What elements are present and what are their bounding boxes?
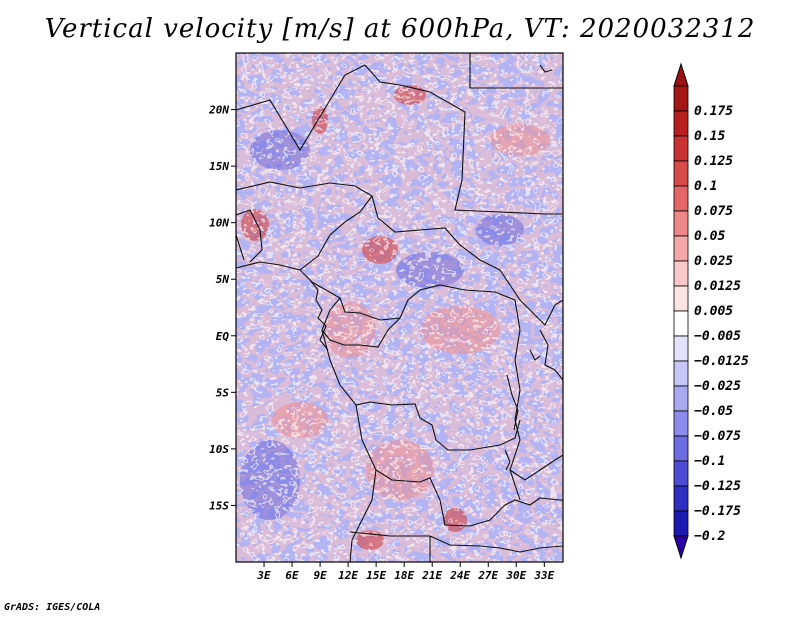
colorbar-level-label: −0.0125 bbox=[694, 354, 749, 369]
colorbar-swatch bbox=[673, 185, 689, 212]
colorbar-swatch bbox=[673, 385, 689, 412]
colorbar-level-label: 0.075 bbox=[694, 204, 733, 219]
lon-tick-label: 21E bbox=[421, 569, 442, 582]
lat-tick-label: 10N bbox=[209, 217, 229, 230]
colorbar-level-label: −0.025 bbox=[694, 379, 741, 394]
colorbar-swatch bbox=[673, 360, 689, 387]
colorbar-swatch bbox=[673, 160, 689, 187]
lon-tick-label: 24E bbox=[449, 569, 470, 582]
colorbar-level-label: −0.05 bbox=[694, 404, 733, 419]
colorbar-level-label: 0.1 bbox=[694, 179, 717, 194]
colorbar-level-label: 0.0125 bbox=[694, 279, 741, 294]
colorbar-level-label: −0.175 bbox=[694, 504, 741, 519]
colorbar-level-label: 0.005 bbox=[694, 304, 733, 319]
colorbar-swatch bbox=[673, 460, 689, 487]
chart-title: Vertical velocity [m/s] at 600hPa, VT: 2… bbox=[44, 14, 756, 44]
colorbar-swatch bbox=[673, 335, 689, 362]
colorbar-swatch bbox=[673, 510, 689, 537]
lat-tick-label: 5N bbox=[216, 273, 230, 286]
lat-tick-label: EQ bbox=[216, 330, 230, 343]
colorbar-level-label: −0.005 bbox=[694, 329, 741, 344]
colorbar-top-triangle bbox=[673, 62, 689, 87]
colorbar-level-label: −0.075 bbox=[694, 429, 741, 444]
lat-tick-label: 15N bbox=[209, 160, 229, 173]
colorbar-level-label: −0.2 bbox=[694, 529, 725, 544]
colorbar-level-label: −0.1 bbox=[694, 454, 725, 469]
lon-tick-label: 18E bbox=[394, 569, 414, 582]
colorbar-swatch bbox=[673, 260, 689, 287]
lon-tick-label: 9E bbox=[313, 569, 327, 582]
colorbar-level-label: 0.05 bbox=[694, 229, 725, 244]
lat-tick-label: 20N bbox=[208, 104, 229, 117]
colorbar-swatch bbox=[673, 135, 689, 162]
colorbar-swatch bbox=[673, 410, 689, 437]
lon-tick-label: 12E bbox=[338, 569, 358, 582]
longitude-axis: 3E 6E 9E 12E 15E 18E 21E 24E 27E 30E 33E bbox=[256, 562, 555, 582]
colorbar-level-label: 0.125 bbox=[694, 154, 733, 169]
velocity-field bbox=[236, 53, 563, 562]
colorbar-swatch bbox=[673, 435, 689, 462]
colorbar-level-label: 0.15 bbox=[694, 129, 725, 144]
colorbar-swatch bbox=[673, 210, 689, 237]
lat-tick-label: 5S bbox=[216, 386, 230, 399]
colorbar-swatch bbox=[673, 485, 689, 512]
colorbar: 0.175 0.15 0.125 0.1 0.075 0.05 0.025 0.0125 0.0… bbox=[673, 62, 749, 560]
footer-credit: GrADS: IGES/COLA bbox=[4, 602, 101, 613]
colorbar-swatch bbox=[673, 85, 689, 112]
colorbar-level-label: 0.175 bbox=[694, 104, 733, 119]
lon-tick-label: 6E bbox=[285, 569, 299, 582]
colorbar-level-label: −0.125 bbox=[694, 479, 741, 494]
country-borders bbox=[236, 53, 563, 562]
lat-tick-label: 15S bbox=[209, 499, 229, 512]
colorbar-swatch bbox=[673, 110, 689, 137]
colorbar-swatch bbox=[673, 285, 689, 312]
lon-tick-label: 30E bbox=[505, 569, 526, 582]
lon-tick-label: 3E bbox=[256, 569, 271, 582]
colorbar-bottom-triangle bbox=[673, 535, 689, 560]
colorbar-swatch bbox=[673, 235, 689, 262]
latitude-axis: 20N 15N 10N 5N EQ 5S 10S 15S bbox=[208, 104, 236, 512]
lat-tick-label: 10S bbox=[209, 443, 229, 456]
map-frame bbox=[235, 52, 564, 563]
lon-tick-label: 33E bbox=[533, 569, 554, 582]
lon-tick-label: 27E bbox=[477, 569, 498, 582]
colorbar-level-label: 0.025 bbox=[694, 254, 733, 269]
colorbar-swatch bbox=[673, 310, 689, 337]
lon-tick-label: 15E bbox=[366, 569, 386, 582]
